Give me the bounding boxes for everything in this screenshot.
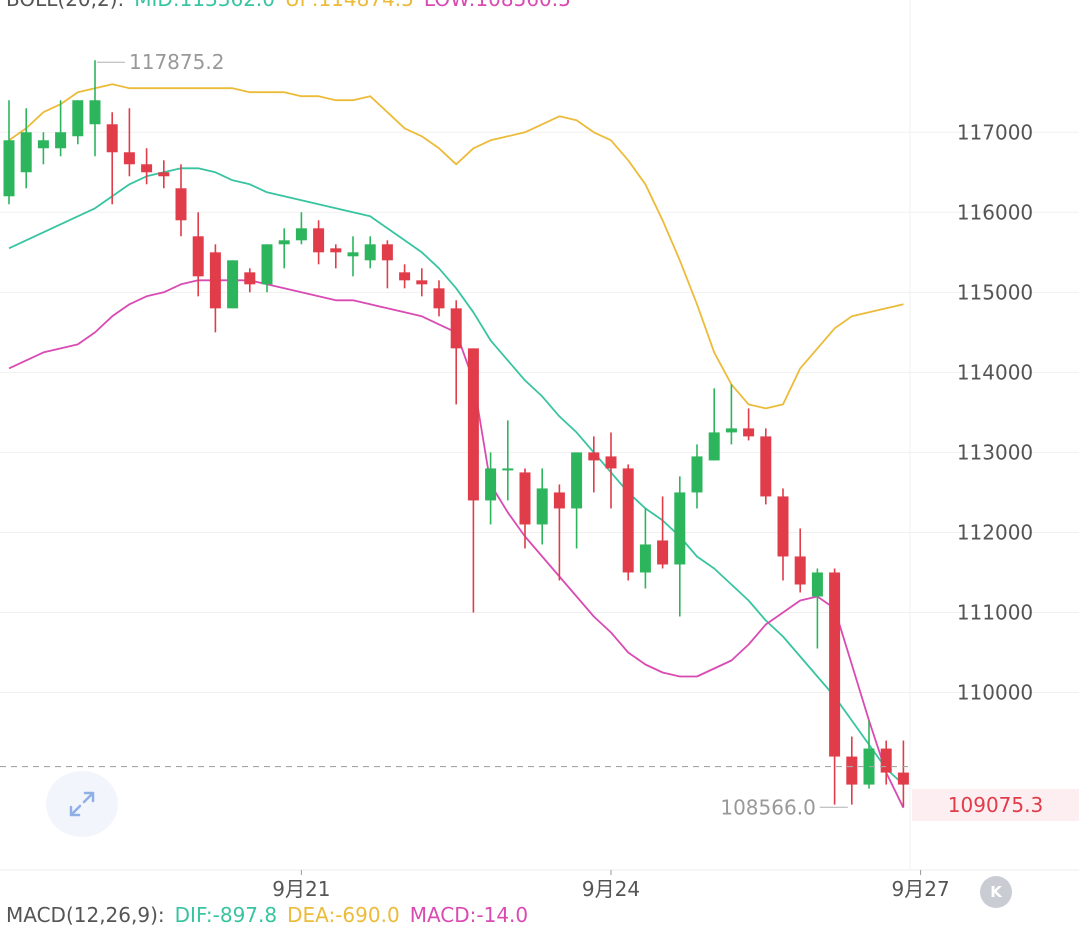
- candle-body: [227, 260, 239, 309]
- macd-dif: DIF:-897.8: [174, 903, 278, 927]
- candle-body: [364, 244, 376, 261]
- candle-body: [760, 436, 772, 497]
- candle-body: [622, 468, 634, 573]
- candle-body: [467, 348, 479, 501]
- k-line-button[interactable]: K: [980, 876, 1012, 908]
- x-tick-label: 9月27: [892, 877, 950, 901]
- candle-body: [175, 188, 187, 221]
- x-tick-label: 9月24: [582, 877, 640, 901]
- candle-body: [639, 544, 651, 573]
- macd-dea: DEA:-690.0: [287, 903, 400, 927]
- candle-body: [725, 428, 737, 433]
- expand-chart-button[interactable]: [46, 771, 118, 837]
- candle-body: [330, 248, 342, 253]
- axes: 117000 116000 115000 114000 113000 112000 1110…: [272, 120, 1033, 901]
- candle-body: [209, 252, 221, 309]
- candle-body: [20, 132, 32, 173]
- candle-body: [450, 308, 462, 349]
- candle-body: [244, 272, 256, 285]
- candle-body: [553, 492, 565, 509]
- boll-mid-line: [8, 167, 905, 786]
- candle-body: [846, 756, 858, 785]
- candle-body: [691, 456, 703, 493]
- candle-body: [433, 288, 445, 309]
- candle-body: [55, 132, 67, 149]
- candle-body: [880, 748, 892, 773]
- grid-lines: [0, 0, 1079, 871]
- candle-body: [571, 452, 583, 509]
- candle-body: [278, 240, 290, 245]
- boll-low: LOW:108560.5: [424, 0, 571, 11]
- candle-body: [89, 100, 101, 125]
- candle-body: [605, 456, 617, 469]
- candle-body: [192, 236, 204, 277]
- boll-upper-line: [8, 83, 904, 410]
- expand-arrows-icon: [69, 791, 95, 817]
- macd-legend: MACD(12,26,9): DIF:-897.8 DEA:-690.0 MACD:-…: [6, 903, 538, 927]
- candle-body: [485, 468, 497, 501]
- candle-body: [141, 164, 153, 173]
- candle-body: [657, 540, 669, 565]
- candle-body: [897, 772, 909, 785]
- candle-body: [295, 228, 307, 241]
- boll-up: UP:114874.5: [285, 0, 414, 11]
- candle-body: [416, 280, 428, 285]
- k-line-icon: K: [990, 883, 1002, 901]
- candle-body: [261, 244, 273, 285]
- y-tick-label: 110000: [957, 681, 1033, 705]
- y-tick-label: 111000: [957, 600, 1033, 624]
- candle-body: [811, 572, 823, 597]
- candle-body: [123, 152, 135, 165]
- candle-body: [743, 428, 755, 437]
- y-tick-label: 112000: [957, 520, 1033, 544]
- candle-body: [777, 496, 789, 557]
- candle-body: [588, 452, 600, 461]
- y-tick-label: 116000: [957, 200, 1033, 224]
- candles: [3, 60, 909, 807]
- y-tick-label: 115000: [957, 280, 1033, 304]
- boll-legend: BOLL(20,2): MID:113362.0 UP:114874.5 LOW:10…: [6, 0, 581, 11]
- candle-body: [106, 124, 118, 153]
- current-price-tag: 109075.3: [912, 789, 1079, 821]
- candle-body: [399, 272, 411, 281]
- candle-body: [37, 140, 49, 149]
- x-tick-label: 9月21: [272, 877, 330, 901]
- candle-body: [72, 100, 84, 137]
- y-tick-label: 114000: [957, 360, 1033, 384]
- annotations: 117875.2 108566.0: [0, 50, 910, 819]
- candle-body: [3, 140, 15, 197]
- candle-body: [158, 172, 170, 177]
- candle-body: [502, 468, 514, 471]
- low-marker-label: 108566.0: [720, 795, 815, 819]
- candle-body: [536, 488, 548, 525]
- y-tick-label: 113000: [957, 440, 1033, 464]
- macd-prefix: MACD(12,26,9):: [6, 903, 165, 927]
- boll-prefix: BOLL(20,2):: [6, 0, 124, 11]
- candle-body: [708, 432, 720, 461]
- candle-body: [829, 572, 841, 757]
- y-tick-label: 117000: [957, 120, 1033, 144]
- candle-body: [674, 492, 686, 565]
- boll-mid: MID:113362.0: [134, 0, 275, 11]
- high-marker-label: 117875.2: [129, 50, 224, 74]
- candle-body: [313, 228, 325, 253]
- macd-value: MACD:-14.0: [409, 903, 529, 927]
- candle-body: [519, 472, 531, 525]
- candle-body: [794, 556, 806, 585]
- candle-body: [347, 252, 359, 257]
- candle-body: [381, 244, 393, 261]
